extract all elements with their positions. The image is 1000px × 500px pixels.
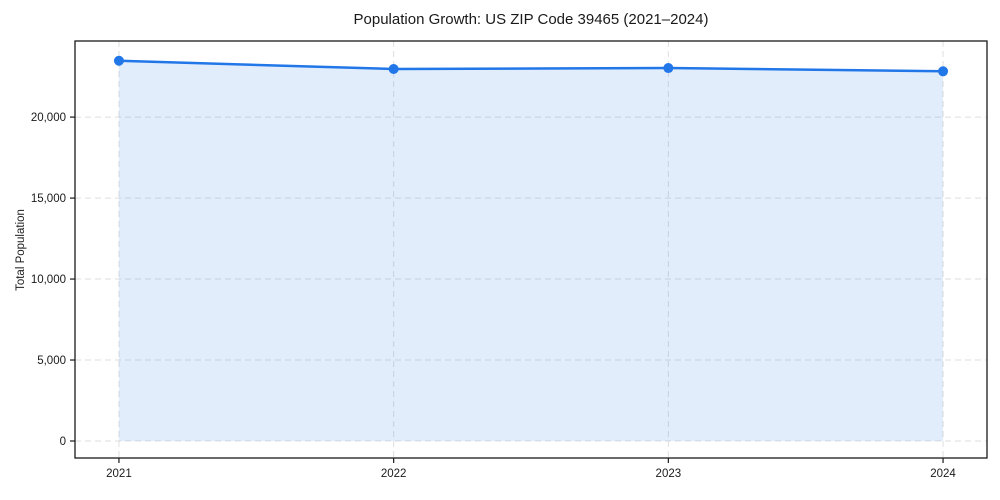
x-tick-label: 2023 xyxy=(656,468,682,480)
area-fill xyxy=(118,60,944,441)
chart-title: Population Growth: US ZIP Code 39465 (20… xyxy=(353,11,709,28)
series-line xyxy=(117,59,945,73)
data-point-marker xyxy=(663,63,674,74)
data-point-marker xyxy=(388,64,399,75)
y-tick-label: 20,000 xyxy=(31,112,66,124)
y-tick-label: 15,000 xyxy=(31,193,66,205)
y-tick-label: 0 xyxy=(60,436,66,448)
data-point-marker xyxy=(938,66,949,77)
plot-border xyxy=(74,40,988,459)
x-tick-label: 2021 xyxy=(106,468,132,480)
y-tick-label: 5,000 xyxy=(37,355,66,367)
x-tick-label: 2022 xyxy=(381,468,407,480)
y-tick-label: 10,000 xyxy=(31,274,66,286)
x-tick-label: 2024 xyxy=(930,468,956,480)
data-point-marker xyxy=(113,55,124,66)
